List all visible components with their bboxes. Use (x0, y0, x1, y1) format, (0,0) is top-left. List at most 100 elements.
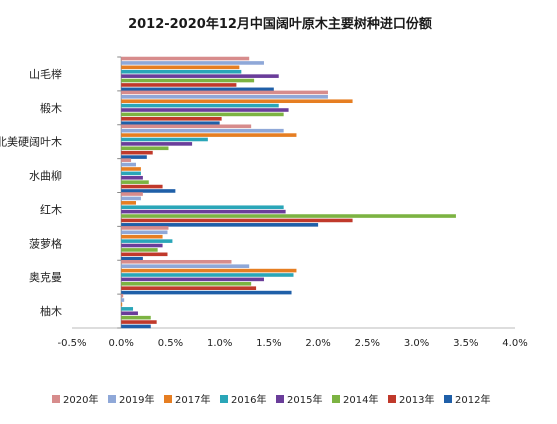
bar (121, 56, 250, 61)
bar (121, 180, 149, 184)
bar (121, 324, 151, 329)
bar (121, 171, 141, 176)
bar (121, 264, 250, 268)
x-tick-label: 2.0% (305, 338, 330, 349)
bar (121, 124, 252, 129)
bar (121, 243, 163, 248)
bar (121, 167, 141, 171)
bar (121, 239, 173, 243)
bar (121, 315, 151, 320)
bar (121, 192, 143, 196)
legend-label: 2017年 (175, 393, 210, 406)
legend-label: 2012年 (455, 393, 490, 406)
category-label: 菠萝格 (29, 236, 62, 250)
bar (121, 209, 286, 214)
bar (121, 61, 264, 65)
legend-swatch (164, 395, 172, 403)
legend-swatch (332, 395, 340, 403)
bar (121, 248, 158, 252)
bar (121, 162, 136, 167)
category-label: 水曲柳 (29, 169, 62, 183)
bar (121, 133, 297, 137)
legend-swatch (52, 395, 60, 403)
category-label: 红木 (40, 203, 62, 216)
bar (121, 286, 257, 290)
bar (121, 205, 284, 210)
bar (121, 201, 136, 205)
legend-label: 2020年 (63, 393, 98, 406)
bar (121, 218, 353, 223)
bar (121, 99, 353, 104)
bar (121, 311, 138, 316)
x-tick-label: 3.5% (453, 338, 478, 349)
legend-swatch (108, 395, 116, 403)
chart-title: 2012-2020年12月中国阔叶原木主要树种进口份额 (128, 16, 432, 32)
bar (121, 252, 168, 257)
bar (121, 95, 328, 99)
bar (121, 103, 279, 108)
bar (121, 223, 319, 227)
bar (121, 150, 153, 155)
bar (121, 302, 123, 307)
category-label: 山毛榉 (29, 67, 62, 81)
bar (121, 281, 252, 286)
bar (121, 112, 284, 117)
bar (121, 290, 292, 295)
bar (121, 293, 124, 298)
x-tick-label: 1.5% (256, 338, 281, 349)
bar (121, 226, 169, 230)
category-label: 奥克曼 (29, 270, 62, 284)
legend-label: 2013年 (399, 393, 434, 406)
bar (121, 146, 169, 151)
bar (121, 307, 134, 311)
bar (121, 175, 143, 180)
bar (121, 87, 274, 92)
legend-swatch (388, 395, 396, 403)
bar (121, 320, 157, 324)
legend-label: 2014年 (343, 393, 378, 406)
legend-label: 2015年 (287, 393, 322, 406)
bar (121, 189, 176, 193)
bar (121, 277, 264, 282)
bar (121, 158, 132, 162)
legend-swatch (220, 395, 228, 403)
bar (121, 184, 163, 189)
category-label: 柚木 (40, 304, 62, 318)
bar (121, 121, 220, 126)
category-label: 椴木 (40, 101, 62, 115)
bar (121, 108, 289, 112)
legend-swatch (444, 395, 452, 403)
legend-label: 2016年 (231, 393, 266, 406)
bar (121, 128, 284, 133)
bar (121, 78, 255, 83)
x-tick-label: 1.0% (207, 338, 232, 349)
bar (121, 268, 297, 273)
bar (121, 90, 328, 95)
bar (121, 256, 143, 261)
bar (121, 155, 147, 159)
bar (121, 83, 237, 87)
bar (121, 298, 125, 302)
bar (121, 137, 208, 142)
bar (121, 74, 279, 78)
bar (121, 234, 163, 239)
legend-swatch (276, 395, 284, 403)
bar (121, 196, 141, 201)
x-tick-label: 0.0% (109, 338, 134, 349)
bar (121, 230, 168, 235)
x-tick-label: 3.0% (404, 338, 429, 349)
legend-label: 2019年 (119, 393, 154, 406)
x-tick-label: 2.5% (355, 338, 380, 349)
bar (121, 273, 294, 277)
bar (121, 259, 232, 264)
x-tick-label: 4.0% (502, 338, 527, 349)
bar (121, 65, 240, 70)
bar (121, 142, 193, 146)
bar (121, 69, 242, 74)
category-label: 北美硬阔叶木 (0, 136, 62, 149)
bar (121, 117, 222, 121)
x-tick-label: -0.5% (57, 338, 86, 349)
bar (121, 214, 456, 218)
x-tick-label: 0.5% (158, 338, 183, 349)
